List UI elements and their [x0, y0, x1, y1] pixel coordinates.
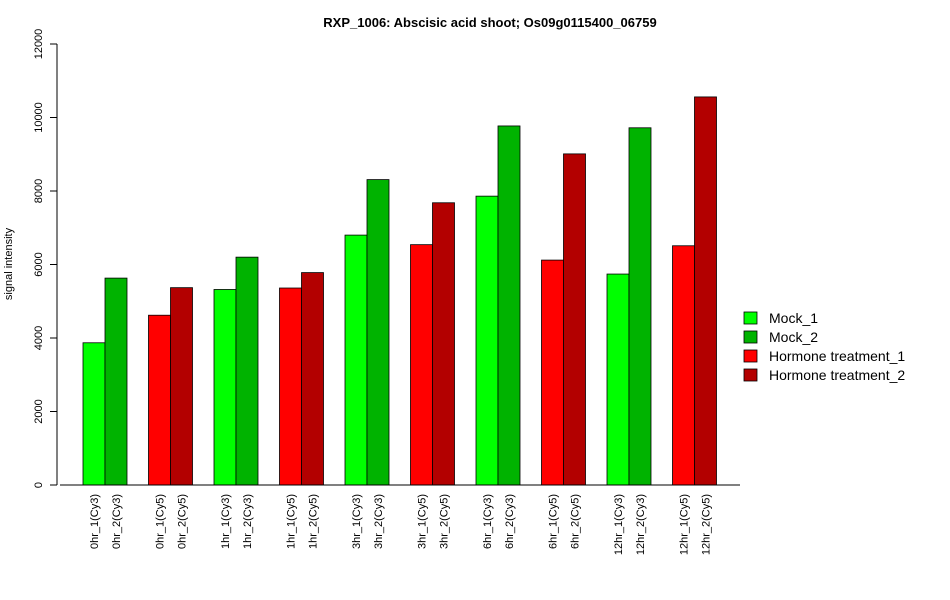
x-tick-label: 1hr_2(Cy5) — [308, 494, 320, 549]
x-tick-label: 1hr_1(Cy5) — [286, 494, 298, 549]
bar — [344, 234, 368, 486]
x-tick-label: 1hr_2(Cy3) — [242, 494, 254, 549]
x-tick-label: 3hr_1(Cy5) — [417, 494, 429, 549]
bar — [628, 127, 652, 486]
x-tick-label: 1hr_1(Cy3) — [220, 494, 232, 549]
x-tick-label: 12hr_2(Cy3) — [635, 494, 647, 555]
bar — [301, 272, 324, 486]
x-tick-label: 3hr_2(Cy3) — [373, 494, 385, 549]
x-tick-label: 0hr_2(Cy5) — [177, 494, 189, 549]
bar — [213, 289, 237, 486]
x-axis: 0hr_1(Cy3) 0hr_2(Cy3) 0hr_1(Cy5) 0hr_2(Cy5)… — [60, 484, 740, 555]
x-tick-label: 12hr_1(Cy3) — [613, 494, 625, 555]
x-tick-label: 12hr_2(Cy5) — [701, 494, 713, 555]
y-axis: 0 2000 4000 6000 8000 10000 12000 — [33, 29, 58, 488]
bar — [497, 125, 521, 486]
x-tick-label: 0hr_1(Cy5) — [155, 494, 167, 549]
legend-swatch — [743, 330, 758, 344]
bar — [235, 256, 259, 486]
bar — [606, 273, 630, 486]
bar — [475, 195, 499, 486]
y-axis-label: signal intensity — [3, 227, 15, 300]
chart-title: RXP_1006: Abscisic acid shoot; Os09g0115… — [323, 15, 656, 30]
y-tick-label: 12000 — [33, 29, 45, 60]
bar — [672, 245, 695, 486]
bar — [82, 342, 106, 486]
y-tick-label: 6000 — [33, 252, 45, 276]
y-tick-label: 2000 — [33, 399, 45, 423]
bar — [541, 259, 564, 486]
bar — [563, 153, 586, 486]
x-tick-label: 0hr_2(Cy3) — [111, 494, 123, 549]
y-tick-label: 8000 — [33, 179, 45, 203]
y-tick-label: 10000 — [33, 102, 45, 133]
legend-label: Hormone treatment_2 — [769, 367, 905, 383]
x-tick-label: 6hr_1(Cy5) — [548, 494, 560, 549]
x-tick-label: 12hr_1(Cy5) — [679, 494, 691, 555]
x-tick-label: 3hr_2(Cy5) — [439, 494, 451, 549]
x-tick-label: 0hr_1(Cy3) — [89, 494, 101, 549]
bar — [170, 287, 193, 486]
x-tick-label: 6hr_2(Cy5) — [570, 494, 582, 549]
legend-swatch — [743, 368, 758, 382]
legend-swatch — [743, 349, 758, 363]
legend-label: Mock_1 — [769, 310, 818, 326]
legend-label: Hormone treatment_1 — [769, 348, 905, 364]
bars-group — [82, 96, 717, 486]
x-tick-label: 3hr_1(Cy3) — [351, 494, 363, 549]
bar — [432, 202, 455, 486]
x-tick-label: 6hr_2(Cy3) — [504, 494, 516, 549]
bar — [104, 277, 128, 486]
bar — [366, 179, 390, 486]
x-tick-label: 6hr_1(Cy3) — [482, 494, 494, 549]
y-tick-label: 0 — [33, 482, 45, 488]
bar — [410, 244, 433, 486]
legend: Mock_1 Mock_2 Hormone treatment_1 Hormone t… — [743, 310, 905, 383]
legend-label: Mock_2 — [769, 329, 818, 345]
legend-swatch — [743, 311, 758, 325]
bar — [694, 96, 717, 486]
bar — [279, 287, 302, 486]
y-tick-label: 4000 — [33, 326, 45, 350]
bar — [148, 314, 171, 486]
